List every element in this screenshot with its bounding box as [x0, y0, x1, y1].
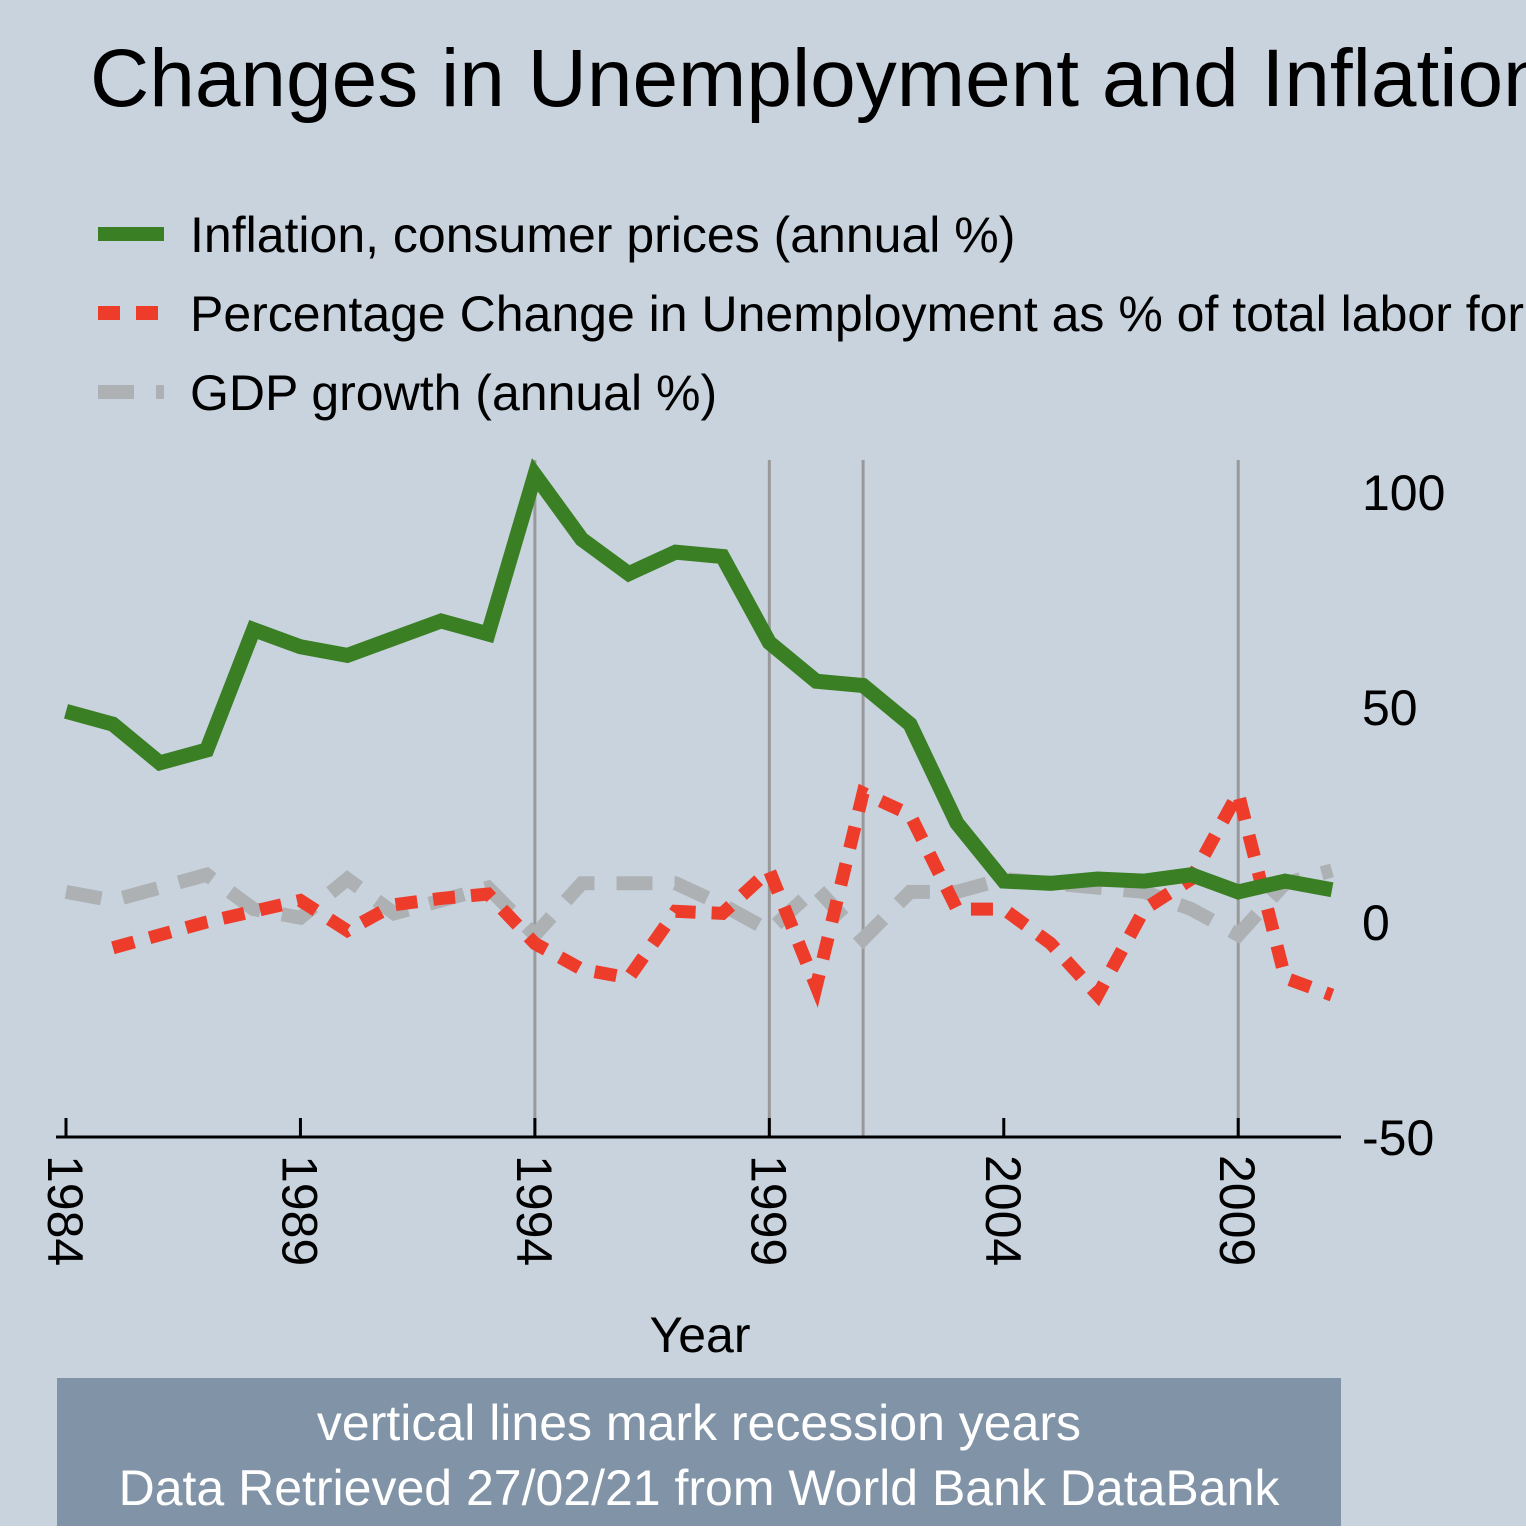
chart-title: Changes in Unemployment and Inflation: [90, 33, 1526, 124]
x-axis: 1984 1989 1994 1999 2004 2009: [37, 1118, 1341, 1266]
note-recession-text: vertical lines mark recession years: [317, 1395, 1081, 1451]
x-tick-label: 1994: [506, 1155, 562, 1266]
x-tick-label: 2009: [1209, 1155, 1265, 1266]
x-tick-label: 1984: [37, 1155, 93, 1266]
x-tick-label: 1999: [740, 1155, 796, 1266]
x-axis-title: Year: [649, 1307, 750, 1363]
inflation-line: [64, 458, 1334, 900]
series-layer: [64, 458, 1335, 1008]
y-tick-label: -50: [1362, 1110, 1434, 1166]
legend: Inflation, consumer prices (annual %) Pe…: [98, 207, 1526, 421]
y-axis: 100 50 0 -50: [1362, 465, 1445, 1166]
gdp-line: [64, 863, 1334, 950]
x-tick-label: 1989: [271, 1155, 327, 1266]
x-tick-label: 2004: [975, 1155, 1031, 1266]
note-source-text: Data Retrieved 27/02/21 from World Bank …: [119, 1460, 1281, 1516]
note-box: [57, 1378, 1341, 1526]
y-tick-label: 100: [1362, 465, 1445, 521]
y-tick-label: 50: [1362, 680, 1418, 736]
y-tick-label: 0: [1362, 895, 1390, 951]
legend-label-gdp: GDP growth (annual %): [190, 365, 717, 421]
legend-label-inflation: Inflation, consumer prices (annual %): [190, 207, 1015, 263]
unemployment-line: [111, 775, 1335, 1008]
legend-label-unemployment: Percentage Change in Unemployment as % o…: [190, 286, 1526, 342]
